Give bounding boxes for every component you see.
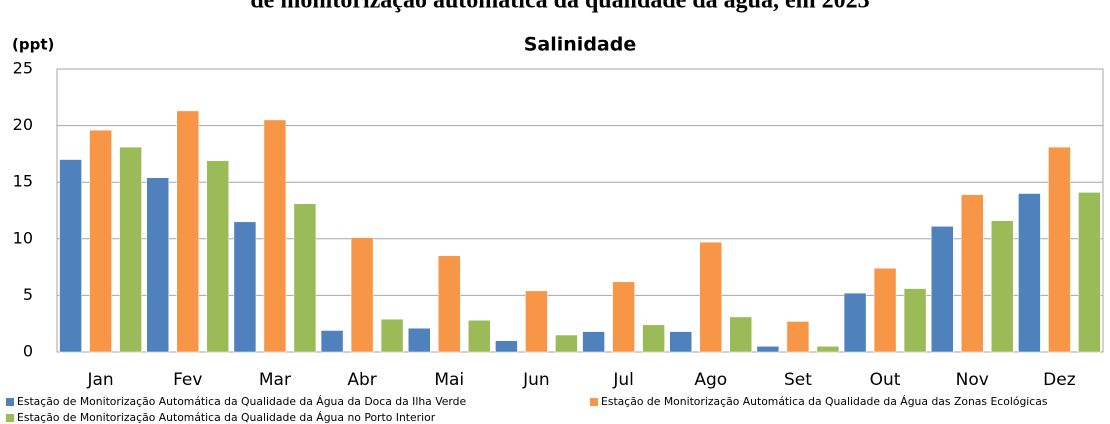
legend-label: Estação de Monitorização Automática da Q… <box>17 395 467 408</box>
legend-swatch <box>590 398 598 406</box>
legend-swatch <box>6 398 14 406</box>
y-tick-label: 5 <box>23 285 33 304</box>
bar <box>931 226 954 353</box>
x-tick-label: Out <box>870 370 901 390</box>
x-tick-label: Dez <box>1043 370 1076 390</box>
legend-label: Estação de Monitorização Automática da Q… <box>17 411 436 424</box>
bar <box>699 241 722 353</box>
bar <box>380 318 404 353</box>
bar <box>350 237 374 353</box>
y-tick-label: 20 <box>13 115 33 134</box>
bar <box>961 194 984 353</box>
bar <box>582 331 605 353</box>
bar <box>525 290 548 353</box>
bar <box>468 320 491 353</box>
x-tick-label: Jul <box>612 370 634 390</box>
bar <box>903 288 927 353</box>
bar <box>233 221 257 353</box>
bar <box>59 159 82 353</box>
bar <box>669 331 692 353</box>
bar <box>991 220 1014 353</box>
x-tick-label: Jun <box>522 370 550 390</box>
page-header: de monitorização automática da qualidade… <box>250 0 869 14</box>
x-tick-label: Mar <box>259 370 291 390</box>
bar <box>408 327 431 353</box>
chart-title: Salinidade <box>524 34 636 56</box>
bar <box>612 281 635 353</box>
x-tick-label: Ago <box>694 370 727 390</box>
x-tick-label: Set <box>784 370 812 390</box>
bar <box>89 129 112 353</box>
y-tick-label: 10 <box>13 228 33 247</box>
bar <box>438 255 461 353</box>
y-tick-label: 15 <box>13 172 33 191</box>
bar <box>1078 192 1101 353</box>
y-axis-label: (ppt) <box>12 36 54 54</box>
bar <box>119 146 142 353</box>
bar <box>555 334 578 353</box>
x-tick-label: Jan <box>86 370 113 390</box>
bar <box>263 119 287 353</box>
legend-swatch <box>6 414 14 422</box>
bar <box>786 321 810 353</box>
bar <box>873 267 897 353</box>
bar <box>642 324 665 353</box>
bar <box>1018 193 1041 353</box>
legend-label: Estação de Monitorização Automática da Q… <box>601 395 1048 408</box>
x-tick-label: Mai <box>434 370 464 390</box>
bar <box>729 316 752 353</box>
bar <box>1048 146 1071 353</box>
x-tick-label: Fev <box>173 370 202 390</box>
bar <box>146 177 169 353</box>
x-tick-label: Abr <box>347 370 376 390</box>
x-tick-label: Nov <box>956 370 989 390</box>
bar <box>293 203 317 353</box>
y-tick-label: 25 <box>13 59 33 78</box>
plot-border <box>56 68 1104 353</box>
bar <box>756 346 780 353</box>
bar <box>206 160 229 353</box>
bar <box>495 340 518 353</box>
bar <box>816 346 840 353</box>
y-tick-label: 0 <box>23 342 33 361</box>
bar <box>320 330 344 353</box>
bar <box>176 110 199 353</box>
bar <box>843 292 867 353</box>
